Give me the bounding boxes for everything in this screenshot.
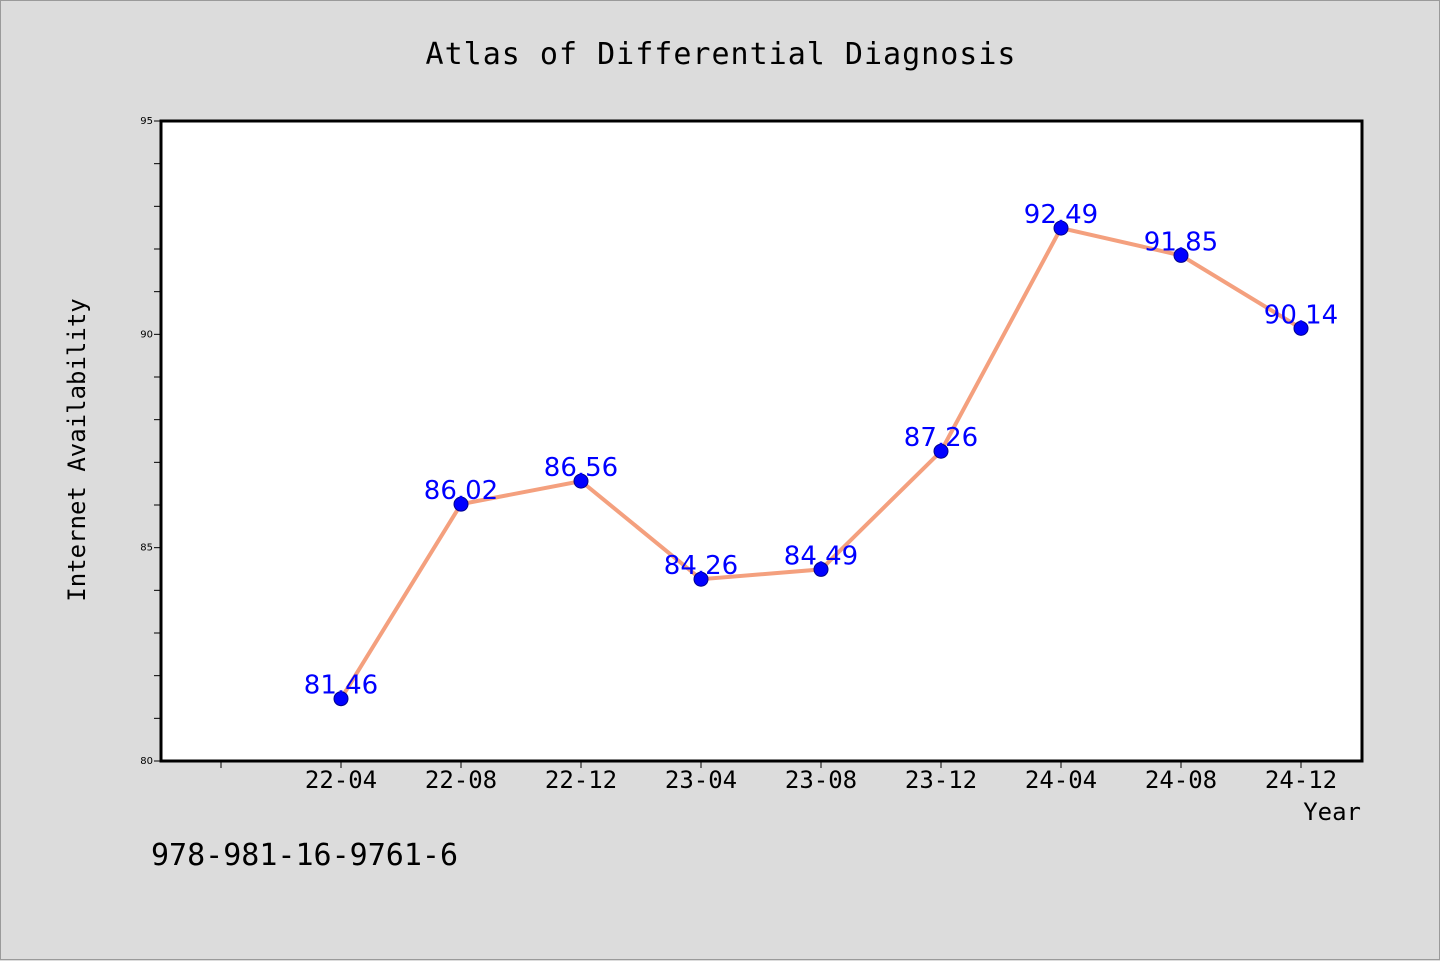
data-point bbox=[1293, 320, 1309, 336]
data-label: 86.56 bbox=[544, 453, 618, 483]
x-tick-label: 22-12 bbox=[545, 766, 617, 794]
data-point bbox=[933, 443, 949, 459]
x-tick-label: 23-12 bbox=[905, 766, 977, 794]
data-label: 81.46 bbox=[304, 671, 378, 701]
x-tick-label: 23-08 bbox=[785, 766, 857, 794]
plot-area bbox=[159, 119, 1364, 763]
data-label: 84.26 bbox=[664, 551, 738, 581]
y-axis: 80 85 90 95 bbox=[140, 116, 161, 767]
data-point bbox=[333, 691, 349, 707]
x-tick-label: 24-12 bbox=[1265, 766, 1337, 794]
data-point bbox=[1173, 247, 1189, 263]
data-point bbox=[1053, 220, 1069, 236]
y-tick-label: 90 bbox=[140, 329, 153, 340]
data-point bbox=[573, 473, 589, 489]
data-label: 90.14 bbox=[1264, 300, 1338, 330]
data-point bbox=[813, 561, 829, 577]
x-axis: 22-04 22-08 22-12 23-04 23-08 23-12 24-04 24-08… bbox=[220, 761, 1337, 794]
isbn-text: 978-981-16-9761-6 bbox=[151, 838, 458, 873]
data-labels: 81.46 86.02 86.56 84.26 84.49 87.26 92.49 91.85… bbox=[304, 200, 1338, 701]
y-axis-label: Internet Availability bbox=[63, 298, 91, 601]
data-label: 92.49 bbox=[1024, 200, 1098, 230]
series-layer bbox=[333, 220, 1309, 707]
x-tick-label: 23-04 bbox=[665, 766, 737, 794]
data-label: 84.49 bbox=[784, 541, 858, 571]
data-label: 86.02 bbox=[424, 476, 498, 506]
y-tick-label: 80 bbox=[140, 756, 153, 767]
y-tick-label: 95 bbox=[140, 116, 153, 127]
x-tick-label: 24-08 bbox=[1145, 766, 1217, 794]
x-tick-label: 24-04 bbox=[1025, 766, 1097, 794]
x-tick-label: 22-04 bbox=[305, 766, 377, 794]
data-point bbox=[693, 571, 709, 587]
data-label: 87.26 bbox=[904, 423, 978, 453]
chart-title: Atlas of Differential Diagnosis bbox=[426, 37, 1017, 72]
x-tick-label: 22-08 bbox=[425, 766, 497, 794]
data-point bbox=[453, 496, 469, 512]
data-label: 91.85 bbox=[1144, 227, 1218, 257]
x-axis-label: Year bbox=[1303, 798, 1361, 826]
y-tick-label: 85 bbox=[140, 543, 153, 554]
